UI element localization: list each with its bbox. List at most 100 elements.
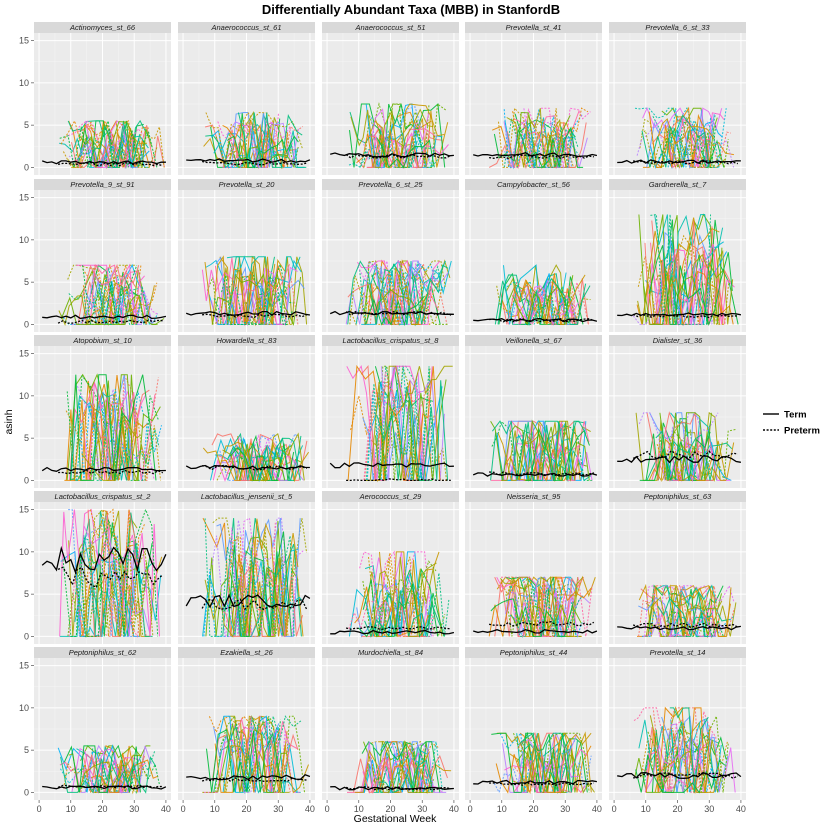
y-tick-label: 10	[19, 78, 29, 88]
y-tick-label: 5	[24, 745, 29, 755]
subject-line	[64, 400, 149, 481]
subject-line	[642, 106, 723, 168]
x-tick-label: 0	[37, 804, 42, 814]
subject-line	[354, 749, 452, 795]
facet-label: Prevotella_st_41	[506, 23, 562, 32]
subject-line	[382, 740, 431, 793]
facet-panel: Prevotella_6_st_33	[609, 22, 746, 175]
subject-line	[211, 272, 302, 327]
subject-line	[374, 379, 447, 481]
subject-line	[650, 242, 726, 325]
facet-strip	[609, 22, 746, 33]
subject-line	[643, 260, 725, 325]
preterm-mean-line	[632, 160, 738, 165]
subject-line	[654, 759, 721, 795]
subject-line	[63, 744, 141, 793]
facet-panel: Neisseria_st_95	[465, 491, 602, 644]
facet-label: Anaerococcus_st_51	[354, 23, 425, 32]
x-tick-label: 20	[241, 804, 251, 814]
x-tick-label: 20	[528, 804, 538, 814]
facet-strip	[178, 335, 315, 346]
subject-line	[212, 565, 304, 637]
facet-panel: Anaerococcus_st_61	[178, 22, 315, 175]
subject-line	[359, 550, 434, 637]
facet-strip	[322, 179, 459, 190]
facet-panel: Peptoniphilus_st_63	[609, 491, 746, 644]
subject-line	[496, 285, 591, 326]
facet-panel: Peptoniphilus_st_44 0 10 20 30 40	[465, 647, 602, 814]
subject-line	[65, 393, 162, 481]
subject-line	[496, 732, 592, 793]
facet-panel: Gardnerella_st_7	[609, 179, 746, 332]
subject-line	[509, 599, 583, 639]
subject-line	[208, 715, 278, 747]
facet-strip	[34, 335, 171, 346]
x-tick-label: 40	[449, 804, 459, 814]
subject-line	[670, 585, 732, 637]
facet-strip	[178, 179, 315, 190]
subject-line	[649, 217, 720, 325]
subject-line	[378, 741, 430, 793]
term-mean-line	[41, 466, 166, 472]
subject-line	[511, 753, 580, 793]
facet-strip	[609, 647, 746, 658]
subject-line	[349, 102, 446, 168]
subject-line	[641, 117, 709, 168]
y-tick-label: 5	[24, 277, 29, 287]
subject-line	[84, 281, 152, 325]
subject-line	[636, 120, 735, 169]
preterm-mean-line	[489, 154, 594, 159]
subject-line	[650, 213, 711, 325]
subject-line	[656, 243, 735, 325]
y-tick-label: 10	[19, 235, 29, 245]
facet-strip	[609, 335, 746, 346]
subject-line	[666, 605, 724, 639]
term-mean-line	[617, 455, 742, 464]
y-axis-label: asinh	[3, 409, 15, 434]
facet-label: Actinomyces_st_66	[69, 23, 136, 32]
facet-panel: Prevotella_9_st_91 0 5 10 15	[19, 179, 171, 332]
facet-grid: Actinomyces_st_66 0 5 10 15 Anaerococcus_st_6…	[19, 22, 746, 814]
subject-line	[667, 108, 727, 168]
subject-line	[363, 372, 422, 481]
subject-line	[501, 576, 593, 637]
x-tick-label: 10	[354, 804, 364, 814]
term-mean-line	[617, 312, 742, 317]
subject-line	[380, 741, 444, 793]
subject-line	[364, 590, 441, 638]
subject-line	[519, 274, 586, 325]
subject-line	[66, 373, 139, 481]
term-mean-line	[330, 629, 455, 635]
facet-panel: Lactobacillus_crispatus_st_2 0 5 10 15	[19, 491, 171, 644]
subject-line	[512, 285, 567, 326]
preterm-mean-line	[202, 313, 308, 319]
subject-line	[525, 427, 590, 481]
subject-line	[638, 719, 719, 793]
subject-line	[665, 441, 731, 483]
facet-panel: Howardella_st_83	[178, 335, 315, 488]
facet-panel: Murdochiella_st_84 0 10 20 30 40	[322, 647, 459, 814]
subject-line	[90, 422, 160, 481]
facet-label: Atopobium_st_10	[72, 336, 132, 345]
preterm-mean-line	[57, 319, 163, 324]
facet-panel: Lactobacillus_crispatus_st_8	[322, 335, 459, 488]
subject-line	[526, 122, 573, 168]
y-tick-label: 15	[19, 505, 29, 515]
subject-line	[237, 112, 303, 168]
subject-line	[82, 263, 142, 325]
subject-line	[234, 267, 281, 325]
subject-line	[82, 265, 138, 325]
subject-line	[647, 609, 710, 637]
facet-strip	[34, 491, 171, 502]
x-tick-label: 0	[612, 804, 617, 814]
subject-line	[498, 272, 584, 325]
facet-panel: Prevotella_6_st_25	[322, 179, 459, 332]
facet-label: Dialister_st_36	[653, 336, 703, 345]
term-mean-line	[41, 545, 167, 575]
preterm-mean-line	[201, 598, 308, 611]
x-tick-label: 30	[560, 804, 570, 814]
facet-strip	[465, 647, 602, 658]
subject-line	[224, 744, 309, 794]
subject-line	[524, 442, 573, 481]
